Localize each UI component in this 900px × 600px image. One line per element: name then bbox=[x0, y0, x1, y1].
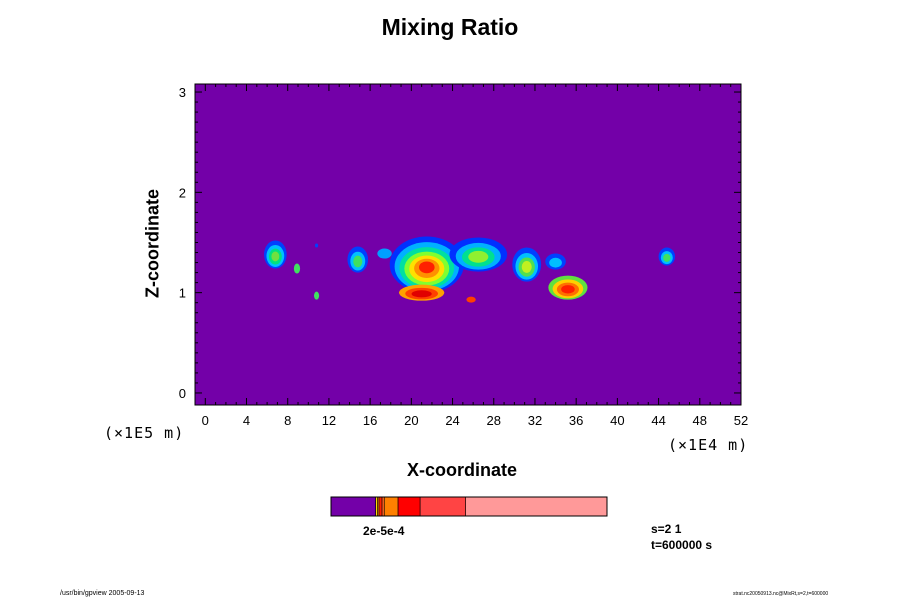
field-contour-6-3 bbox=[468, 250, 489, 263]
x-tick-label: 48 bbox=[693, 413, 707, 428]
x-tick-label: 0 bbox=[202, 413, 209, 428]
plot-frame bbox=[194, 83, 742, 406]
field-contour-3-2 bbox=[353, 255, 363, 268]
x-tick-label: 52 bbox=[734, 413, 748, 428]
x-tick-label: 40 bbox=[610, 413, 624, 428]
x-tick-label: 12 bbox=[322, 413, 336, 428]
field-contour-4-0 bbox=[377, 248, 392, 259]
footer-left: /usr/bin/gpview 2005-09-13 bbox=[60, 590, 145, 597]
y-axis-title: Z-coordinate bbox=[142, 189, 163, 299]
colorbar-segment-8 bbox=[465, 496, 608, 517]
field-contour-8-0 bbox=[466, 296, 476, 303]
x-tick-label: 20 bbox=[404, 413, 418, 428]
x-tick-label: 32 bbox=[528, 413, 542, 428]
info-line-1: s=2 1 bbox=[651, 522, 682, 536]
colorbar-segment-4 bbox=[381, 496, 385, 517]
x-tick-label: 8 bbox=[284, 413, 291, 428]
x-tick-label: 4 bbox=[243, 413, 250, 428]
y-tick-label: 1 bbox=[179, 286, 186, 301]
footer-right: strat.nc20050913.nc@MixRt,s=2,t=600000 bbox=[733, 591, 829, 597]
field-contour-2-0 bbox=[313, 291, 320, 300]
field-contour-12-2 bbox=[663, 253, 671, 262]
y-tick-label: 2 bbox=[179, 185, 186, 200]
colorbar-segment-5 bbox=[383, 496, 399, 517]
chart-title: Mixing Ratio bbox=[381, 14, 519, 40]
field-contour-9-3 bbox=[521, 260, 532, 273]
y-tick-label: 0 bbox=[179, 386, 186, 401]
field-contour-5-6 bbox=[418, 261, 435, 274]
x-tick-label: 24 bbox=[445, 413, 459, 428]
x-tick-label: 28 bbox=[487, 413, 501, 428]
x-tick-label: 36 bbox=[569, 413, 583, 428]
info-line-2: t=600000 s bbox=[651, 538, 713, 552]
colorbar-segment-7 bbox=[419, 496, 466, 517]
field-contour-13-0 bbox=[315, 243, 319, 248]
field-contour-11-3 bbox=[561, 285, 575, 294]
x-tick-label: 16 bbox=[363, 413, 377, 428]
field-contour-0-3 bbox=[271, 251, 280, 262]
field-contour-1-0 bbox=[293, 263, 301, 274]
y-tick-label: 3 bbox=[179, 85, 186, 100]
colorbar-segment-0 bbox=[330, 496, 377, 517]
field-contour-10-1 bbox=[549, 257, 562, 268]
info-panel: s=2 1 t=600000 s bbox=[651, 521, 712, 553]
field-contour-7-2 bbox=[411, 290, 432, 298]
x-tick-label: 44 bbox=[651, 413, 665, 428]
colorbar bbox=[330, 496, 608, 517]
colorbar-segment-6 bbox=[397, 496, 421, 517]
colorbar-segment-3 bbox=[378, 496, 383, 517]
y-scale-note: (×1E5 m) bbox=[104, 424, 185, 442]
x-axis-title: X-coordinate bbox=[407, 460, 518, 480]
colorbar-label: 2e-5e-4 bbox=[363, 524, 405, 538]
x-scale-note: (×1E4 m) bbox=[668, 436, 749, 454]
